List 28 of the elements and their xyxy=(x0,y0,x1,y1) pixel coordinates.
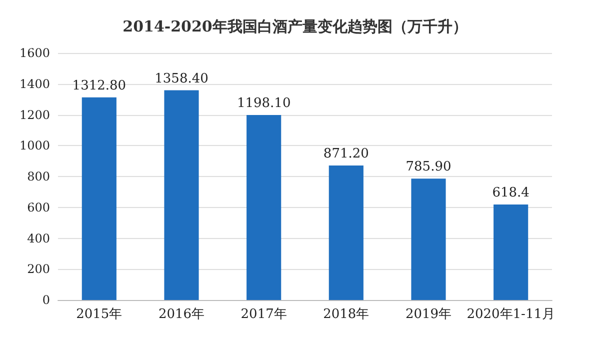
data-label: 871.20 xyxy=(323,146,369,162)
y-tick-label: 400 xyxy=(27,231,50,246)
x-tick-label: 2016年 xyxy=(158,307,205,322)
y-tick-label: 200 xyxy=(27,262,50,276)
y-tick-label: 1400 xyxy=(19,76,50,91)
bar xyxy=(411,178,446,300)
x-tick-label: 2019年 xyxy=(405,307,452,322)
data-label: 1358.40 xyxy=(154,71,208,86)
y-tick-label: 1600 xyxy=(19,46,50,60)
y-tick-label: 600 xyxy=(27,200,50,214)
x-tick-label: 2015年 xyxy=(76,307,122,322)
data-label: 1198.10 xyxy=(236,96,291,112)
bar xyxy=(164,90,199,300)
y-tick-label: 0 xyxy=(42,293,50,307)
y-tick-label: 1000 xyxy=(19,138,50,153)
bar xyxy=(328,166,364,300)
x-tick-label: 2017年 xyxy=(240,307,287,322)
data-label: 1312.80 xyxy=(72,78,126,94)
y-tick-label: 800 xyxy=(27,170,50,184)
chart-title: 2014-2020年我国白酒产量变化趋势图（万千升） xyxy=(122,18,468,36)
bar xyxy=(494,204,528,300)
data-label: 785.90 xyxy=(406,160,452,175)
x-tick-label: 2020年1-11月 xyxy=(466,307,555,322)
bar xyxy=(246,115,282,300)
bar xyxy=(82,97,116,300)
x-tick-label: 2018年 xyxy=(323,307,370,322)
data-label: 618.4 xyxy=(492,186,530,201)
y-tick-label: 1200 xyxy=(19,108,50,122)
